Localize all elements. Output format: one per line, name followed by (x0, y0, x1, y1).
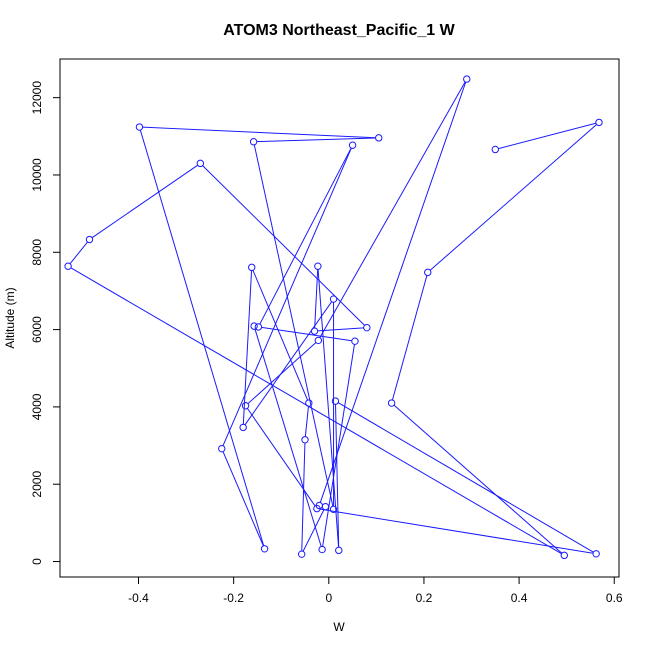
y-tick-label: 6000 (30, 316, 44, 343)
x-axis-label: W (333, 620, 345, 634)
series-segment (393, 404, 563, 554)
data-point (196, 159, 205, 168)
plot-area-frame (59, 58, 620, 578)
data-point (250, 322, 258, 330)
series-segment (139, 129, 265, 546)
data-point (351, 337, 359, 345)
data-point (239, 423, 247, 432)
data-point (218, 444, 226, 453)
series-segment (337, 402, 594, 553)
y-axis-label: Altitude (m) (3, 287, 17, 348)
series-segment (259, 147, 352, 325)
data-point (314, 262, 322, 270)
series-segment (319, 81, 466, 338)
series-segment (429, 124, 597, 271)
y-axis: 0 2000 4000 6000 8000 10000 12000 (30, 81, 61, 565)
series-segment (317, 327, 364, 332)
data-point (301, 436, 309, 444)
data-point (64, 262, 72, 270)
series-segment (314, 269, 319, 328)
data-point (348, 141, 357, 149)
data-point (375, 134, 383, 142)
data-point (318, 545, 326, 554)
x-tick-label: 0 (325, 591, 332, 605)
x-tick-label: -0.4 (128, 591, 149, 605)
data-point (592, 550, 600, 558)
series-segment (391, 275, 428, 401)
data-point (305, 399, 313, 407)
data-point (335, 546, 343, 555)
series-segment (69, 241, 88, 265)
data-point (595, 118, 603, 127)
data-point (135, 123, 144, 131)
data-point (387, 399, 396, 407)
y-tick-label: 12000 (30, 81, 44, 115)
x-tick-label: 0.6 (606, 591, 623, 605)
series-segment (253, 144, 334, 507)
data-point (329, 295, 338, 303)
data-point (491, 145, 500, 154)
data-point (310, 327, 319, 335)
series-segment (322, 344, 355, 547)
y-tick-label: 4000 (30, 393, 44, 420)
series-segment (256, 137, 376, 143)
data-point (254, 323, 263, 331)
x-tick-label: 0.2 (416, 591, 433, 605)
series-segment (142, 126, 376, 139)
series-segment (244, 301, 333, 426)
series-segment (252, 270, 309, 401)
data-point (297, 550, 306, 558)
data-point (321, 502, 330, 511)
chart-title: ATOM3 Northeast_Pacific_1 W (223, 22, 455, 39)
series-segment (302, 509, 325, 552)
series-segment (335, 404, 340, 548)
series-segment (319, 81, 467, 503)
series-segment (498, 122, 597, 150)
data-point (463, 75, 471, 83)
data-point (424, 268, 432, 277)
data-point (85, 235, 94, 244)
series-w (64, 75, 603, 560)
x-axis: -0.4 -0.2 0 0.2 0.4 0.6 (128, 576, 623, 605)
series-segment (91, 164, 198, 239)
series-segment (222, 451, 264, 547)
series-segment (70, 267, 562, 555)
series-segment (261, 326, 352, 342)
y-tick-label: 8000 (30, 239, 44, 266)
data-point (260, 545, 269, 553)
y-tick-label: 0 (30, 558, 44, 565)
data-point (314, 336, 323, 345)
data-point (329, 505, 338, 514)
data-point (248, 263, 256, 272)
series-segment (304, 406, 309, 437)
series-segment (242, 270, 253, 425)
series-segment (301, 442, 306, 552)
series-segment (202, 165, 365, 326)
x-tick-label: -0.2 (223, 591, 244, 605)
series-segment (222, 147, 352, 446)
series-segment (254, 329, 322, 547)
series-segment (319, 508, 594, 554)
y-tick-label: 2000 (30, 471, 44, 498)
data-point (249, 138, 258, 146)
data-point (241, 402, 250, 410)
y-tick-label: 10000 (30, 158, 44, 192)
data-point (560, 551, 568, 560)
data-point (331, 397, 340, 405)
data-point (363, 323, 371, 332)
x-tick-label: 0.4 (511, 591, 528, 605)
